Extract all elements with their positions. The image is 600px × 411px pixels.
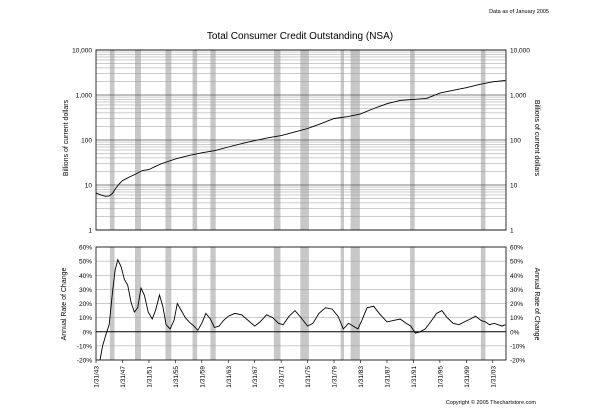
y-tick-label-right: 50%	[510, 259, 523, 266]
x-tick-label: 1/31/63	[226, 366, 233, 388]
y-tick-label-left: -20%	[77, 358, 92, 365]
y-tick-label-left: 100	[81, 138, 92, 145]
y-tick-label-left: 50%	[79, 259, 92, 266]
x-tick-label: 1/31/75	[305, 366, 312, 388]
x-tick-label: 1/31/55	[173, 366, 180, 388]
y-tick-label-right: 1	[510, 228, 514, 235]
x-tick-label: 1/31/99	[464, 366, 471, 388]
x-tick-label: 1/31/71	[279, 366, 286, 388]
y-tick-label-right: 10%	[510, 315, 523, 322]
x-tick-label: 1/31/47	[120, 366, 127, 388]
bottom-y-axis-label: Annual Rate of Change	[61, 268, 68, 341]
top-plot-frame	[95, 49, 507, 231]
y-tick-label-left: 10%	[79, 315, 92, 322]
x-tick-label: 1/31/59	[199, 366, 206, 388]
bottom-series-line	[99, 258, 506, 361]
x-tick-label: 1/31/03	[490, 366, 497, 388]
top-gridlines	[95, 49, 507, 231]
bottom-gridlines	[95, 246, 507, 361]
bottom-y-axis-label-right: Annual Rate of Change	[533, 268, 540, 341]
x-tick-label: 1/31/87	[384, 366, 391, 388]
bottom-y-tick-labels: -20% -20% -10% -10% 0% 0% 10% 10% 20% 20% 30% 30% 40…	[77, 245, 526, 365]
top-y-axis-label: Billions of current dollars	[63, 99, 70, 176]
y-tick-label-left: 1	[88, 228, 92, 235]
y-tick-label-right: 20%	[510, 301, 523, 308]
x-tick-label: 1/31/91	[411, 366, 418, 388]
y-tick-label-right: -10%	[510, 343, 525, 350]
chart-title: Total Consumer Credit Outstanding (NSA)	[207, 31, 393, 42]
series-path	[95, 80, 506, 197]
bottom-plot-frame	[95, 246, 507, 361]
x-tick-label: 1/31/51	[146, 366, 153, 388]
x-tick-label: 1/31/43	[94, 366, 101, 388]
top-y-axis-label-right: Billions of current dollars	[533, 100, 540, 177]
y-tick-label-left: 10	[85, 183, 93, 190]
x-tick-labels: 1/31/43 1/31/47 1/31/51 1/31/55 1/31/59 1/31/…	[94, 360, 497, 388]
x-tick-label: 1/31/83	[358, 366, 365, 388]
top-y-tick-labels: 1 1 10 10 100 100 1,000 1,000 10,000 10,000	[72, 48, 530, 235]
data-date-note: Data as of January 2005	[489, 9, 549, 15]
y-tick-label-right: 10,000	[510, 48, 530, 55]
y-tick-label-right: 10	[510, 183, 518, 190]
y-tick-label-left: 20%	[79, 301, 92, 308]
y-tick-label-right: 30%	[510, 287, 523, 294]
series-path	[99, 258, 506, 361]
y-tick-label-right: 0%	[510, 329, 520, 336]
y-tick-label-right: 60%	[510, 245, 523, 252]
y-tick-label-left: 30%	[79, 287, 92, 294]
y-tick-label-right: 100	[510, 138, 521, 145]
x-tick-label: 1/31/67	[252, 366, 259, 388]
x-tick-label: 1/31/79	[332, 366, 339, 388]
y-tick-label-right: 1,000	[510, 93, 527, 100]
y-tick-label-left: 60%	[79, 245, 92, 252]
y-tick-label-left: 10,000	[72, 48, 92, 55]
y-tick-label-left: 40%	[79, 273, 92, 280]
y-tick-label-right: -20%	[510, 358, 525, 365]
copyright-text: Copyright © 2005 Thechartstore.com	[446, 399, 537, 406]
y-tick-label-right: 40%	[510, 273, 523, 280]
x-tick-label: 1/31/95	[437, 366, 444, 388]
y-tick-label-left: 1,000	[76, 93, 93, 100]
y-tick-label-left: 0%	[83, 329, 93, 336]
top-series-line	[95, 80, 506, 197]
y-tick-label-left: -10%	[77, 343, 92, 350]
